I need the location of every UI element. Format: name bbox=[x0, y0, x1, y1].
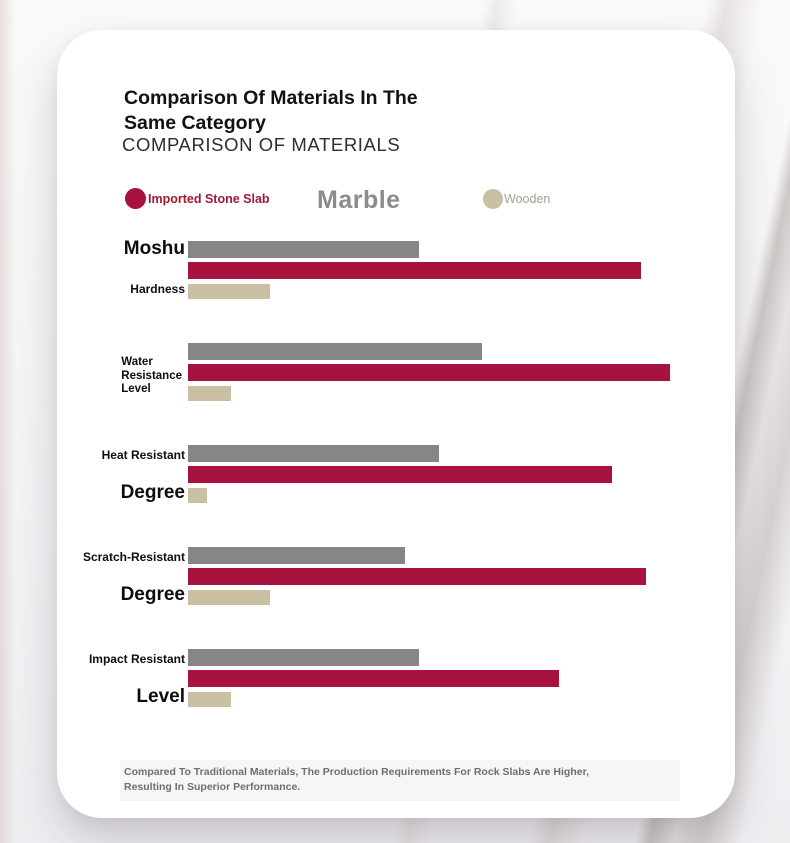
footer-note-line1: Compared To Traditional Materials, The P… bbox=[124, 766, 590, 778]
page-title-line1: Comparison Of Materials In The bbox=[124, 87, 418, 109]
bar-wooden bbox=[188, 386, 231, 401]
bar-marble bbox=[188, 445, 439, 462]
chart-group-heat-resistant-degree: Heat Resistant Degree bbox=[57, 445, 735, 511]
category-label: Moshu bbox=[123, 238, 185, 259]
category-label-group: Water Resistance Level bbox=[85, 343, 188, 405]
category-label: Degree bbox=[120, 584, 185, 605]
bar-imported-stone-slab bbox=[188, 262, 641, 279]
bar-wooden bbox=[188, 284, 270, 299]
chart-group-water-resistance-level: Water Resistance Level bbox=[57, 343, 735, 409]
category-label: Scratch-Resistant bbox=[82, 550, 185, 564]
chart-group-moshu-hardness: Moshu Hardness bbox=[57, 238, 735, 307]
bar-chart: Moshu Hardness Water Resistance Level Heat Re… bbox=[57, 238, 735, 771]
legend-item-wooden: Wooden bbox=[483, 189, 550, 209]
bar-imported-stone-slab bbox=[188, 364, 670, 381]
bar-imported-stone-slab bbox=[188, 466, 612, 483]
wooden-swatch-icon bbox=[483, 189, 503, 209]
footer-note: Compared To Traditional Materials, The P… bbox=[120, 760, 680, 801]
content-card: Comparison Of Materials In The Same Cate… bbox=[57, 30, 735, 818]
bar-wooden bbox=[188, 590, 270, 605]
category-label-group: Moshu Hardness bbox=[85, 238, 188, 303]
category-label: Degree bbox=[120, 482, 185, 503]
category-label-group: Impact Resistant Level bbox=[85, 649, 188, 711]
bar-marble bbox=[188, 241, 419, 258]
bar-imported-stone-slab bbox=[188, 568, 646, 585]
bar-marble bbox=[188, 343, 482, 360]
bar-wooden bbox=[188, 692, 231, 707]
stone-slab-swatch-icon bbox=[125, 188, 146, 209]
category-label: Heat Resistant bbox=[101, 448, 185, 462]
category-label: Hardness bbox=[130, 282, 185, 296]
legend-label-imported-stone-slab: Imported Stone Slab bbox=[148, 191, 270, 206]
category-label: Impact Resistant bbox=[88, 652, 185, 666]
page-title: Comparison Of Materials In The Same Cate… bbox=[124, 86, 418, 136]
page-title-line2: Same Category bbox=[124, 112, 266, 134]
bar-imported-stone-slab bbox=[188, 670, 559, 687]
category-label-group: Heat Resistant Degree bbox=[85, 445, 188, 507]
chart-group-impact-resistant-level: Impact Resistant Level bbox=[57, 649, 735, 715]
bar-wooden bbox=[188, 488, 207, 503]
legend-label-marble: Marble bbox=[317, 186, 401, 214]
category-label-group: Scratch-Resistant Degree bbox=[82, 547, 188, 609]
chart-group-scratch-resistant-degree: Scratch-Resistant Degree bbox=[57, 547, 735, 613]
legend-label-wooden: Wooden bbox=[504, 192, 551, 206]
footer-note-line2: Resulting In Superior Performance. bbox=[124, 780, 301, 793]
page-subtitle: COMPARISON OF MATERIALS bbox=[122, 134, 401, 155]
bar-marble bbox=[188, 649, 419, 666]
bar-marble bbox=[188, 547, 405, 564]
legend-item-imported-stone-slab: Imported Stone Slab bbox=[125, 188, 270, 209]
category-label: Level bbox=[136, 686, 185, 707]
category-label: Water Resistance Level bbox=[121, 356, 182, 395]
